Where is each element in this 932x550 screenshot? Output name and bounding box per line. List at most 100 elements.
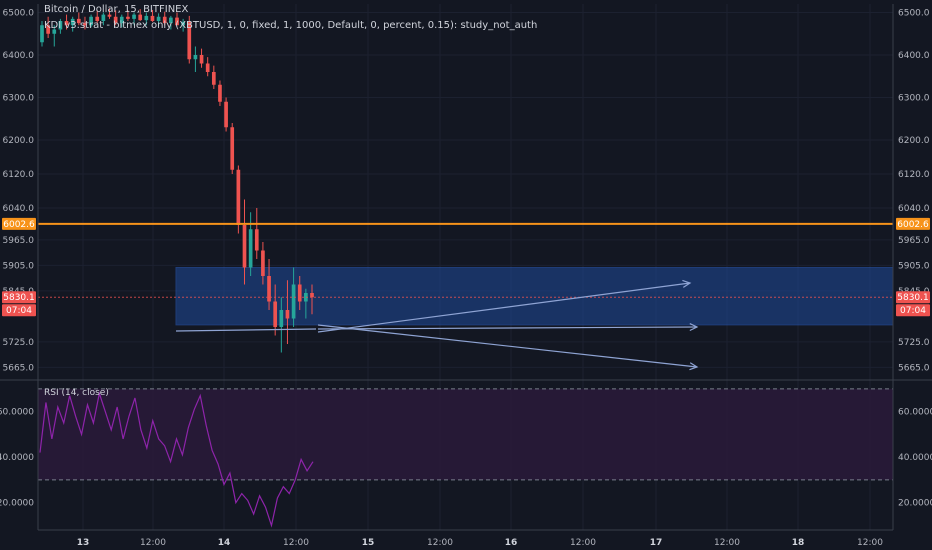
price-tick-left: 5965.0 [3, 236, 35, 246]
candle [273, 284, 278, 336]
candle-body [291, 284, 296, 319]
time-tick: 12:00 [570, 538, 596, 548]
flat-arrow [317, 326, 698, 330]
candle-body [101, 14, 106, 21]
support-badge-right: 6002.6 [896, 217, 930, 230]
candle-body [138, 14, 143, 21]
rsi-tick-left: 60.0000 [0, 408, 34, 418]
candle-body [70, 18, 75, 26]
trend-arrows [175, 279, 699, 371]
candle [248, 212, 253, 276]
candle [83, 16, 87, 30]
candle-body [58, 21, 63, 30]
time-tick: 18 [792, 538, 805, 548]
rsi-tick-right: 40.0000 [898, 453, 932, 463]
candle-body [279, 310, 284, 327]
candle [119, 14, 124, 28]
candle [107, 8, 112, 19]
candle [150, 9, 155, 22]
price-badge-left: 5830.1 [2, 291, 36, 304]
candle [230, 123, 235, 174]
candle [218, 80, 222, 106]
price-tick-left: 5725.0 [3, 338, 35, 348]
candle-body [156, 16, 161, 21]
flat-arrow-head [689, 323, 699, 332]
price-tick-right: 6500.0 [898, 9, 930, 19]
candle-body [52, 29, 57, 34]
down-arrow [317, 324, 698, 368]
candle-body [273, 301, 278, 327]
candle [279, 297, 284, 353]
candle [70, 16, 75, 32]
time-tick: 12:00 [283, 538, 309, 548]
rsi-tick-right: 20.0000 [898, 499, 932, 509]
support-badge-right-bg [896, 217, 930, 230]
rsi-tick-left: 20.0000 [0, 499, 34, 509]
candle [199, 48, 204, 68]
candle-body [76, 18, 81, 24]
candle [181, 18, 185, 32]
candle-body [205, 63, 210, 72]
candle-body [254, 229, 259, 251]
candle-body [40, 25, 44, 43]
countdown-badge-left-bg [2, 304, 36, 317]
time-tick: 15 [362, 538, 375, 548]
time-tick: 14 [218, 538, 231, 548]
candles [40, 8, 314, 353]
zone-rect [175, 267, 894, 326]
rsi-label[interactable]: RSI (14, close) [44, 388, 109, 398]
candle [187, 15, 192, 64]
candle-body [46, 25, 50, 34]
study-label[interactable]: KDI v3.strat - bitmex only (XBTUSD, 1, 0… [44, 20, 538, 31]
price-tick-left: 6400.0 [3, 51, 35, 61]
candle-body [193, 55, 198, 60]
price-tick-right: 6400.0 [898, 51, 930, 61]
candle [175, 12, 179, 26]
chart-title: Bitcoin / Dollar, 15, BITFINEX [44, 4, 189, 15]
price-badge-right: 5830.1 [896, 291, 930, 304]
support-badge-left-text: 6002.6 [3, 220, 35, 230]
candle-body [181, 21, 185, 26]
candle-body [267, 276, 271, 302]
candle [267, 259, 271, 310]
candle [291, 267, 296, 327]
up-arrow [317, 282, 691, 333]
price-tick-left: 6120.0 [3, 170, 35, 180]
candle-body [107, 14, 112, 17]
price-badge-right-text: 5830.1 [897, 293, 929, 303]
axes [0, 4, 932, 531]
price-tick-left: 5905.0 [3, 261, 35, 271]
candle [162, 11, 167, 26]
price-tick-left: 6040.0 [3, 204, 35, 214]
price-lines [38, 222, 893, 298]
candle [46, 16, 50, 38]
candle-body [199, 55, 204, 64]
price-badge-left-bg [2, 291, 36, 304]
candle [310, 284, 314, 315]
candle-body [310, 293, 314, 298]
candle-body [132, 14, 136, 19]
time-tick: 12:00 [857, 538, 883, 548]
down-arrow-head [689, 362, 699, 371]
countdown-badge-right-text: 07:04 [900, 306, 926, 316]
countdown-badge-left: 07:04 [2, 304, 36, 317]
candle [89, 14, 93, 28]
candle-body [144, 15, 149, 21]
candle [285, 280, 290, 344]
candle-body [230, 127, 235, 170]
rsi-tick-left: 40.0000 [0, 453, 34, 463]
candle [169, 15, 173, 30]
candle [95, 10, 100, 24]
candle-body [297, 284, 302, 302]
price-tick-right: 5965.0 [898, 236, 930, 246]
price-tick-right: 6120.0 [898, 170, 930, 180]
candle [52, 25, 57, 47]
candle [144, 12, 149, 26]
price-tick-left: 6200.0 [3, 136, 35, 146]
price-tick-right: 6040.0 [898, 204, 930, 214]
price-tick-right: 5905.0 [898, 261, 930, 271]
candle-body [218, 84, 222, 102]
price-tick-right: 6300.0 [898, 94, 930, 104]
price-tick-right: 6200.0 [898, 136, 930, 146]
